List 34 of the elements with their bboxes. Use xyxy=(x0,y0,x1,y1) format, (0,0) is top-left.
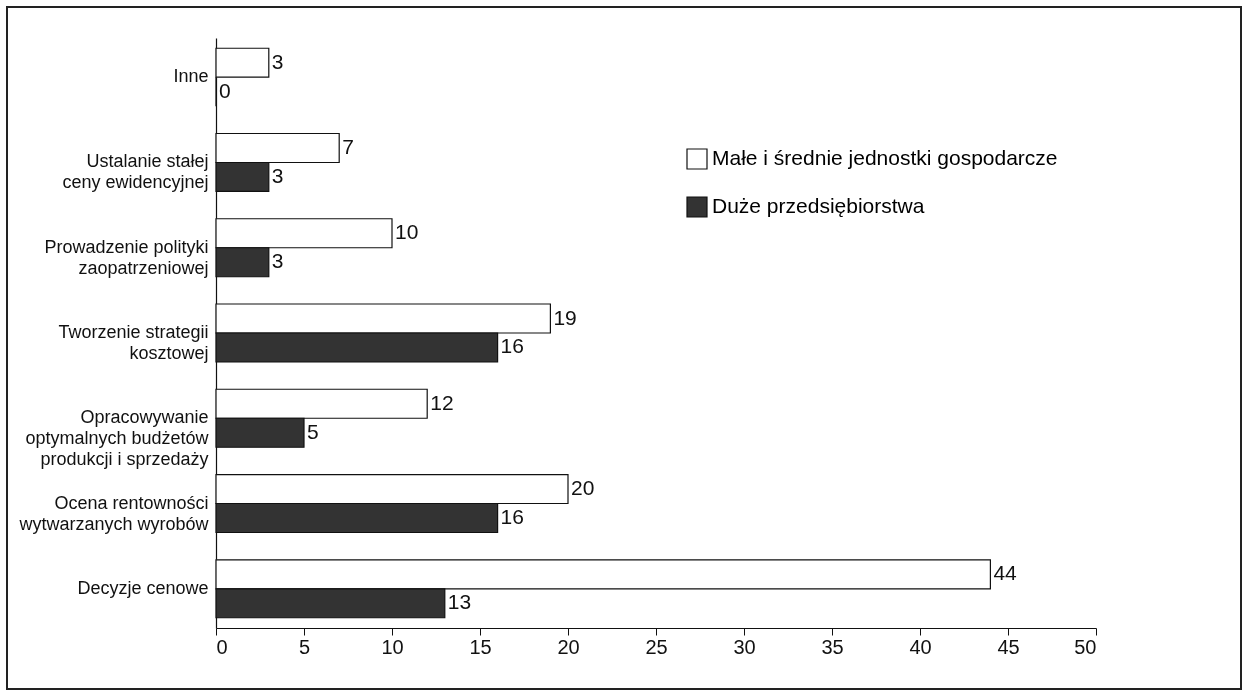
x-tick-label: 30 xyxy=(733,635,756,658)
data-label: 20 xyxy=(571,476,595,500)
y-tick-label: Ustalanie stałej ceny ewidencyjnej xyxy=(62,151,209,193)
x-tick-label: 0 xyxy=(216,635,228,658)
data-label: 3 xyxy=(271,163,284,187)
data-label: 19 xyxy=(553,305,577,329)
data-label: 5 xyxy=(307,419,319,443)
data-label: 7 xyxy=(342,134,354,158)
data-label: 16 xyxy=(500,505,524,529)
x-tick-label: 15 xyxy=(469,635,492,658)
x-tick-label: 35 xyxy=(821,635,844,658)
x-tick-label: 25 xyxy=(645,635,668,658)
y-tick-label: Prowadzenie polityki zaopatrzeniowej xyxy=(44,236,209,278)
y-tick-label: Inne xyxy=(173,66,209,87)
y-tick-label: Decyzje cenowe xyxy=(77,577,209,598)
data-label: 10 xyxy=(395,220,419,244)
y-tick-label: Opracowywanie optymalnych budżetów produkcji i sprzedaży xyxy=(25,407,210,470)
x-tick-label: 10 xyxy=(381,635,404,658)
data-label: 16 xyxy=(500,334,524,358)
data-label: 3 xyxy=(271,49,284,73)
legend-label: Duże przedsiębiorstwa xyxy=(712,194,925,217)
x-tick-label: 45 xyxy=(997,635,1020,658)
legend-label: Małe i średnie jednostki gospodarcze xyxy=(712,146,1058,169)
y-tick-label: Tworzenie strategii kosztowej xyxy=(58,322,209,363)
x-tick-label: 50 xyxy=(1074,635,1097,658)
y-tick-label: Ocena rentowności wytwarzanych wyrobów xyxy=(18,492,210,534)
data-label: 12 xyxy=(430,390,454,414)
data-label: 44 xyxy=(993,561,1018,585)
data-label: 13 xyxy=(447,590,472,614)
data-label: 0 xyxy=(219,78,231,102)
x-tick-label: 40 xyxy=(909,635,932,658)
data-label: 3 xyxy=(271,249,284,273)
x-tick-label: 20 xyxy=(557,635,580,658)
x-tick-label: 5 xyxy=(298,635,311,658)
